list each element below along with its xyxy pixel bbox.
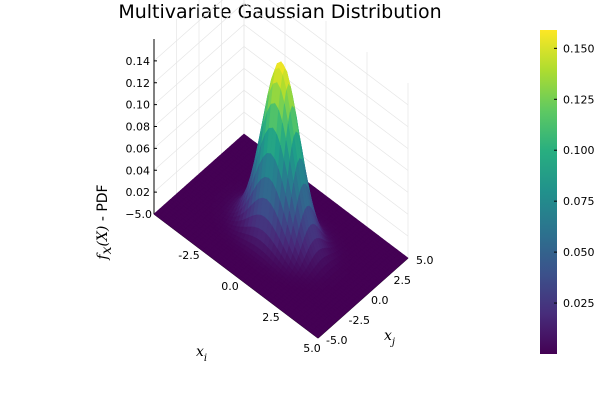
colorbar-tick-label: 0.125 [563, 93, 595, 106]
z-tick-label: 0.12 [126, 77, 151, 90]
x-tick-label: -2.5 [178, 249, 199, 262]
gridline [153, 24, 409, 149]
colorbar-tick-label: 0.150 [563, 42, 595, 55]
colorbar-gradient [540, 30, 557, 354]
z-axis-label-tail: - PDF [95, 184, 111, 225]
x-axis-label: xi [196, 344, 207, 364]
gridline [153, 67, 409, 193]
colorbar-tick-label: 0.100 [563, 144, 595, 157]
colorbar-tick-label: 0.050 [563, 246, 595, 259]
colorbar-ticks: 0.025 0.050 0.075 0.100 0.125 0.150 [554, 42, 595, 310]
gridline [153, 111, 409, 237]
x-axis-label-sub: i [204, 353, 207, 364]
x-axis-label-base: x [196, 344, 204, 360]
y-axis-label-sub: j [390, 337, 395, 348]
y-tick-label: 2.5 [394, 274, 412, 287]
gridline [153, 46, 409, 171]
grid [153, 0, 409, 258]
z-tick-label: 0.06 [126, 142, 151, 155]
surface [153, 61, 409, 339]
z-axis-label-arg: (X) [95, 226, 111, 247]
gridline [153, 2, 409, 128]
surface-cell [313, 332, 321, 339]
y-tick-label: 5.0 [416, 254, 434, 267]
z-axis-label: fx(X) - PDF [95, 184, 115, 260]
tick-labels: 0.020.040.060.080.100.120.14-2.50.02.55.… [125, 55, 433, 355]
z-tick-label: 0.02 [126, 186, 151, 199]
y-axis-label: xj [384, 328, 395, 348]
gridline [153, 89, 409, 215]
z-axis-label-sub: x [99, 246, 115, 254]
y-tick-label: -5.0 [326, 334, 347, 347]
colorbar-tick-label: 0.075 [563, 195, 595, 208]
colorbar-tick-label: 0.025 [563, 297, 595, 310]
x-tick-label: 5.0 [303, 342, 321, 355]
corner-tick-label: −5.0 [125, 208, 152, 221]
z-tick-label: 0.14 [126, 55, 151, 68]
x-tick-label: 2.5 [262, 311, 280, 324]
colorbar: 0.025 0.050 0.075 0.100 0.125 0.150 [540, 30, 595, 354]
x-tick-label: 0.0 [221, 280, 239, 293]
y-tick-label: 0.0 [371, 294, 389, 307]
gridline [153, 0, 409, 106]
z-tick-label: 0.10 [126, 99, 151, 112]
z-tick-label: 0.04 [126, 164, 151, 177]
z-tick-label: 0.08 [126, 121, 151, 134]
y-axis-label-base: x [384, 328, 392, 344]
z-axis-label-f: f [95, 252, 111, 261]
chart-title: Multivariate Gaussian Distribution [118, 1, 441, 23]
y-tick-label: -2.5 [349, 314, 370, 327]
